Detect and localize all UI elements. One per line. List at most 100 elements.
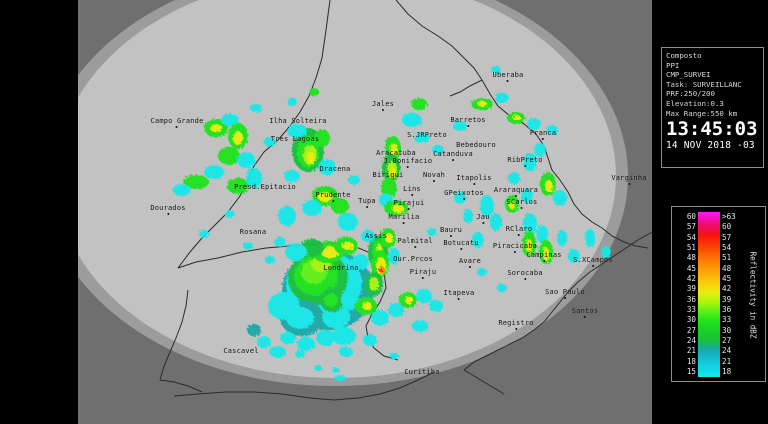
city-marker-dot (449, 235, 452, 237)
city-label-text: Catanduva (433, 150, 473, 158)
city-marker-dot (458, 298, 460, 300)
city-label: RibPreto (507, 157, 542, 167)
city-label-text: Registro (498, 319, 534, 327)
city-marker-dot (472, 183, 475, 185)
scale-tick-left: 57 (686, 222, 696, 232)
scale-tick-right: 54 (722, 243, 732, 253)
city-label-text: S.XCampos (573, 256, 613, 264)
city-label-text: Ilha Solteira (269, 117, 327, 125)
city-label: Piracicaba (493, 243, 537, 253)
city-label: Prudente (315, 192, 350, 202)
city-label-text: GPeixotos (444, 189, 484, 197)
city-label-text: RClaro (505, 225, 533, 233)
city-label-text: Presd.Epitacio (234, 183, 296, 191)
scale-tick-right: 21 (722, 356, 732, 366)
city-label: Pirajui (394, 200, 425, 210)
city-label-text: Assis (364, 232, 388, 240)
city-marker-dot (591, 265, 594, 267)
city-marker-dot (482, 222, 484, 224)
info-line-elevation: Elevation:0.3 (666, 98, 724, 108)
city-label: Jales (372, 101, 394, 111)
info-line-product: Composto (666, 51, 702, 60)
radar-map-canvas[interactable]: Campo Grande Ilha Solteira Jales Uberaba Bar… (78, 0, 652, 424)
scale-tick-right: 39 (722, 294, 732, 304)
city-label-text: RibPreto (507, 156, 543, 164)
city-marker-dot (584, 316, 586, 318)
info-line-scan-type: PPI (666, 60, 680, 70)
city-label: Itapolis (456, 175, 491, 185)
city-label: Sao Paulo (545, 289, 585, 299)
city-marker-dot (408, 208, 410, 210)
scale-tick-right: 48 (722, 263, 732, 273)
city-label: Bebedouro (456, 142, 496, 149)
scale-tick-left: 36 (686, 294, 696, 304)
city-label: Marilia (389, 214, 420, 224)
city-marker-dot (514, 251, 516, 253)
city-marker-dot (459, 248, 462, 250)
city-label: Sorocaba (507, 270, 542, 280)
info-line-dataset: CMP_SURVEI (666, 70, 711, 80)
city-label: Dracena (320, 166, 351, 173)
city-label-text: Santos (571, 307, 599, 315)
city-label-text: Piraju (409, 268, 437, 276)
city-label-text: Itapeva (443, 289, 475, 297)
city-label-text: Botucatu (443, 239, 479, 247)
city-label: Aracatuba (376, 150, 416, 157)
left-black-margin (0, 0, 78, 424)
city-marker-dot (521, 207, 523, 209)
city-marker-dot (515, 195, 517, 197)
city-label: Campo Grande (151, 118, 204, 128)
city-label: Palmital (397, 238, 432, 248)
scale-tick-right: 60 (722, 222, 732, 232)
scale-tick-right: 33 (722, 315, 732, 325)
city-label-text: Varginha (611, 174, 647, 182)
city-label: Curitiba (404, 369, 439, 376)
city-label: Ilha Solteira (269, 118, 326, 125)
city-label: Assis (365, 233, 387, 240)
city-marker-dot (523, 165, 526, 167)
city-label: Campinas (526, 252, 561, 262)
city-marker-dot (542, 138, 544, 140)
city-label: Santos (572, 308, 599, 318)
scale-left-labels: 60 57 54 51 48 45 42 39 36 33 30 27 24 21 18 15 (677, 212, 696, 377)
city-label: Cascavel (223, 348, 258, 355)
city-label-text: Rosana (239, 228, 267, 236)
city-marker-dot (381, 109, 384, 111)
color-gradient-bar (698, 212, 720, 377)
city-marker-dot (331, 200, 334, 202)
scale-tick-left: 45 (686, 263, 696, 273)
city-label-text: Pirajui (393, 199, 425, 207)
city-marker-dot (403, 222, 405, 224)
scale-tick-left: 48 (686, 253, 696, 263)
city-marker-dot (422, 277, 424, 279)
city-label: S.JRPreto (407, 132, 447, 139)
scale-tick-right: 42 (722, 284, 732, 294)
city-label-text: Jales (371, 100, 395, 108)
city-label: Piraju (410, 269, 437, 279)
city-marker-dot (523, 278, 526, 280)
city-label: J.Bonifacio (384, 158, 433, 168)
city-label: Londrina (323, 265, 358, 272)
city-label-text: Curitiba (404, 368, 440, 376)
city-marker-dot (466, 125, 469, 127)
city-label: Barretos (450, 117, 485, 127)
scale-tick-left: 54 (686, 232, 696, 242)
scale-tick-left: 51 (686, 243, 696, 253)
city-label: Registro (498, 320, 533, 330)
city-label-text: Prudente (315, 191, 351, 199)
city-label-text: Campo Grande (150, 117, 204, 125)
city-label: SCarlos (507, 199, 538, 209)
city-label: Presd.Epitacio (234, 184, 296, 191)
scale-tick-right: 45 (722, 274, 732, 284)
scale-tick-right: 30 (722, 325, 732, 335)
city-label-text: Bebedouro (456, 141, 496, 149)
info-line-prf: PRF:250/200 (666, 89, 715, 99)
reflectivity-color-scale: 60 57 54 51 48 45 42 39 36 33 30 27 24 21 18 15 >63 60 57… (671, 206, 766, 382)
city-label-text: Cascavel (223, 347, 259, 355)
scale-tick-right: >63 (722, 212, 736, 222)
scan-date-label: 14 NOV 2018 -03 (666, 140, 755, 152)
scale-tick-right: 57 (722, 232, 732, 242)
city-marker-dot (462, 198, 465, 200)
city-label-text: Birigui (372, 171, 404, 179)
city-label: Bauru (440, 227, 462, 237)
